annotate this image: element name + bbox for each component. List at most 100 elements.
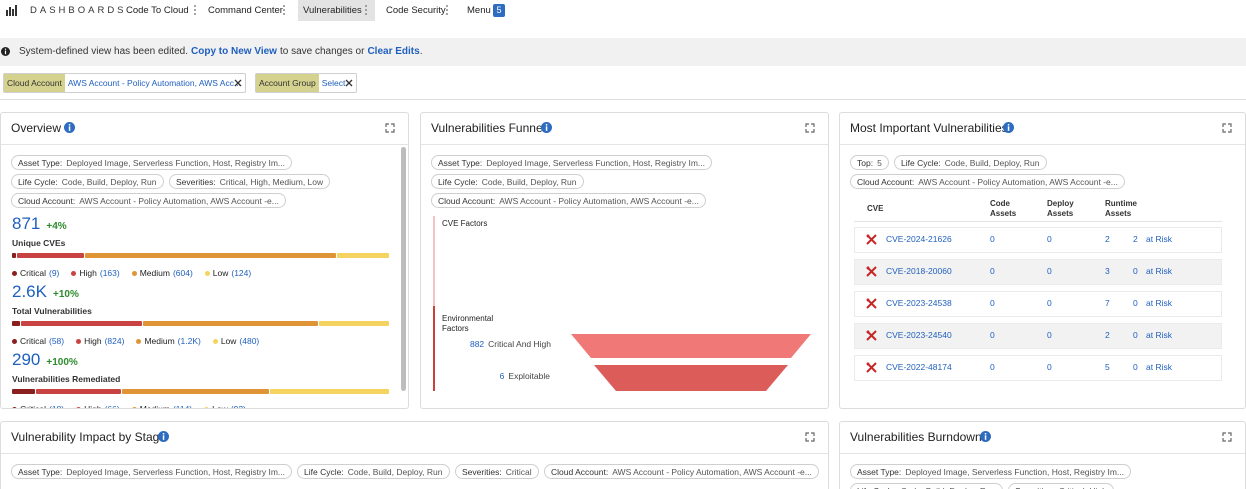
cve-link[interactable]: CVE-2022-48174 [886, 362, 952, 372]
deploy-assets[interactable]: 0 [1047, 330, 1052, 340]
code-assets[interactable]: 0 [990, 266, 995, 276]
at-risk-label[interactable]: at Risk [1146, 298, 1172, 308]
nav-tab[interactable]: Code Security [386, 5, 446, 16]
group-label: Environmental Factors [442, 314, 494, 333]
at-risk-label[interactable]: at Risk [1146, 234, 1172, 244]
bar-segment [85, 253, 337, 258]
code-assets[interactable]: 0 [990, 330, 995, 340]
filter-chip[interactable]: Life Cycle:Code, Build, Deploy, Run [850, 483, 1003, 489]
filter-chip[interactable]: Severities: Critical, High, Medium, Low [169, 174, 331, 189]
legend-dot [131, 406, 137, 408]
filter-chip[interactable]: Cloud Account: AWS Account - Policy Autom… [431, 193, 706, 208]
deploy-assets[interactable]: 0 [1047, 298, 1052, 308]
cve-group-bar [433, 216, 435, 306]
cve-link[interactable]: CVE-2018-20060 [886, 266, 952, 276]
expand-button[interactable] [1222, 123, 1232, 133]
at-risk-label[interactable]: at Risk [1146, 266, 1172, 276]
filter-chip[interactable]: Top: 5 [850, 155, 889, 170]
nav-tab[interactable]: Command Center [208, 5, 283, 16]
expand-button[interactable] [1222, 432, 1232, 442]
legend-name: Low [212, 404, 228, 409]
legend-dot [131, 270, 137, 276]
code-assets[interactable]: 0 [990, 298, 995, 308]
nav-tab[interactable]: Menu [467, 5, 491, 16]
expand-button[interactable] [805, 123, 815, 133]
info-icon [541, 122, 552, 133]
legend-item: Critical (9) [12, 268, 59, 278]
env-group-bar [433, 306, 435, 391]
at-risk-count[interactable]: 0 [1133, 330, 1138, 340]
runtime-assets[interactable]: 2 [1105, 330, 1110, 340]
tab-menu[interactable] [282, 4, 286, 16]
deploy-assets[interactable]: 0 [1047, 266, 1052, 276]
tab-menu[interactable] [364, 4, 368, 16]
cve-link[interactable]: CVE-2024-21626 [886, 234, 952, 244]
chip-value: AWS Account - Policy Automation, AWS Acc… [612, 466, 812, 477]
filter-chip[interactable]: Cloud Account: AWS Account - Policy Autom… [11, 193, 286, 208]
filter-chip[interactable]: Severities: Critical, High [1008, 483, 1114, 489]
code-assets[interactable]: 0 [990, 362, 995, 372]
at-risk-count[interactable]: 2 [1133, 234, 1138, 244]
vuln-icon [866, 330, 877, 341]
legend-item: Low (92) [204, 404, 246, 409]
notice-text: System-defined view has been edited. Copy… [19, 46, 422, 57]
cve-link[interactable]: CVE-2023-24540 [886, 330, 952, 340]
at-risk-count[interactable]: 0 [1133, 266, 1138, 276]
vuln-glyph [866, 330, 877, 341]
kebab-dot [194, 5, 196, 7]
clear-link[interactable]: Clear Edits [367, 46, 420, 57]
cve-link[interactable]: CVE-2023-24538 [886, 298, 952, 308]
close-button[interactable] [345, 79, 353, 87]
at-risk-count[interactable]: 0 [1133, 298, 1138, 308]
filter-chip[interactable]: Account Group Select [255, 73, 357, 93]
expand-button[interactable] [805, 432, 815, 442]
close-button[interactable] [234, 79, 242, 87]
filter-chip[interactable]: Asset Type: Deployed Image, Serverless Fu… [850, 464, 1131, 479]
at-risk-label[interactable]: at Risk [1146, 330, 1172, 340]
at-risk-count[interactable]: 0 [1133, 362, 1138, 372]
nav-tab[interactable]: Code To Cloud [126, 5, 189, 16]
filter-chip[interactable]: Asset Type: Deployed Image, Serverless Fu… [431, 155, 712, 170]
at-risk-label[interactable]: at Risk [1146, 362, 1172, 372]
filter-chip[interactable]: Cloud Account: AWS Account - Policy Autom… [850, 174, 1125, 189]
column-header: Runtime Assets [1105, 199, 1137, 218]
filter-chip[interactable]: Cloud Account AWS Account - Policy Automa… [3, 73, 246, 93]
legend-dot [12, 406, 17, 408]
filter-chip[interactable]: Cloud Account: AWS Account - Policy Autom… [544, 464, 819, 479]
info-bar [984, 435, 987, 440]
chip-value: Deployed Image, Serverless Function, Hos… [66, 466, 285, 477]
stacked-bar [12, 321, 389, 326]
filter-chip[interactable]: Asset Type: Deployed Image, Serverless Fu… [11, 155, 292, 170]
expand-button[interactable] [385, 123, 395, 133]
runtime-assets[interactable]: 2 [1105, 234, 1110, 244]
filter-chip[interactable]: Life Cycle:Code, Build, Deploy, Run [894, 155, 1047, 170]
logo-icon [6, 5, 17, 16]
tab-menu[interactable] [445, 4, 449, 16]
runtime-assets[interactable]: 5 [1105, 362, 1110, 372]
tab-menu[interactable] [193, 4, 197, 16]
runtime-assets[interactable]: 3 [1105, 266, 1110, 276]
legend-dot [136, 338, 142, 344]
filter-chip[interactable]: Severities: Critical [455, 464, 539, 479]
nav-tab[interactable]: Vulnerabilities [303, 5, 362, 16]
table-row [854, 227, 1222, 253]
group-label: CVE Factors [442, 219, 488, 228]
card-header-line [840, 453, 1245, 454]
filter-chip[interactable]: Asset Type: Deployed Image, Serverless Fu… [11, 464, 292, 479]
info-icon [158, 431, 169, 442]
info-bar [545, 126, 548, 131]
deploy-assets[interactable]: 0 [1047, 234, 1052, 244]
filter-chip[interactable]: Life Cycle:Code, Build, Deploy, Run [297, 464, 450, 479]
notice-end: . [419, 46, 423, 57]
menu-badge[interactable]: 5 [493, 4, 505, 17]
runtime-assets[interactable]: 7 [1105, 298, 1110, 308]
deploy-assets[interactable]: 0 [1047, 362, 1052, 372]
filter-chip[interactable]: Life Cycle:Code, Build, Deploy, Run [11, 174, 164, 189]
code-assets[interactable]: 0 [990, 234, 995, 244]
notice-middle: to save changes or [279, 46, 365, 57]
filter-chip[interactable]: Life Cycle:Code, Build, Deploy, Run [431, 174, 584, 189]
table-row [854, 323, 1222, 349]
expand-glyph [805, 123, 815, 133]
copy-link[interactable]: Copy to New View [191, 46, 277, 57]
legend-count: (824) [104, 336, 125, 346]
